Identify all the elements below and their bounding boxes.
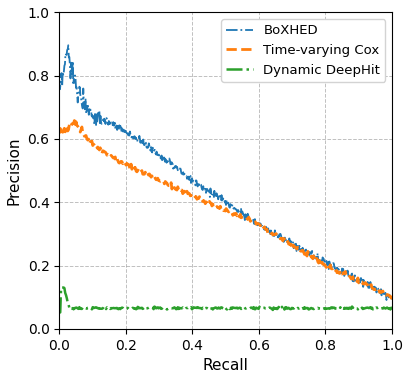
Time-varying Cox bbox=[299, 248, 304, 253]
Time-varying Cox bbox=[97, 146, 102, 150]
BoXHED bbox=[253, 222, 258, 226]
Dynamic DeepHit bbox=[57, 310, 62, 315]
BoXHED bbox=[207, 186, 212, 191]
X-axis label: Recall: Recall bbox=[202, 358, 248, 373]
BoXHED bbox=[279, 238, 284, 242]
Time-varying Cox bbox=[72, 118, 76, 123]
Line: BoXHED: BoXHED bbox=[59, 45, 391, 300]
Dynamic DeepHit bbox=[60, 285, 65, 290]
Dynamic DeepHit bbox=[266, 305, 271, 310]
Dynamic DeepHit bbox=[389, 306, 393, 311]
Time-varying Cox bbox=[388, 296, 393, 301]
Dynamic DeepHit bbox=[166, 306, 171, 310]
BoXHED bbox=[383, 298, 388, 302]
Time-varying Cox bbox=[389, 295, 393, 300]
Time-varying Cox bbox=[57, 131, 62, 136]
BoXHED bbox=[389, 295, 393, 300]
BoXHED bbox=[307, 250, 312, 255]
Dynamic DeepHit bbox=[297, 305, 302, 309]
BoXHED bbox=[116, 128, 121, 132]
Y-axis label: Precision: Precision bbox=[7, 136, 22, 205]
Dynamic DeepHit bbox=[97, 307, 102, 311]
BoXHED bbox=[66, 43, 71, 48]
Time-varying Cox bbox=[166, 184, 171, 188]
BoXHED bbox=[143, 143, 148, 148]
Time-varying Cox bbox=[189, 195, 194, 200]
Legend: BoXHED, Time-varying Cox, Dynamic DeepHit: BoXHED, Time-varying Cox, Dynamic DeepHi… bbox=[220, 19, 384, 82]
BoXHED bbox=[57, 79, 62, 84]
Line: Time-varying Cox: Time-varying Cox bbox=[59, 120, 391, 298]
Line: Dynamic DeepHit: Dynamic DeepHit bbox=[59, 288, 391, 313]
Dynamic DeepHit bbox=[299, 307, 304, 311]
Time-varying Cox bbox=[297, 249, 302, 253]
Time-varying Cox bbox=[266, 229, 271, 234]
Dynamic DeepHit bbox=[189, 307, 194, 312]
